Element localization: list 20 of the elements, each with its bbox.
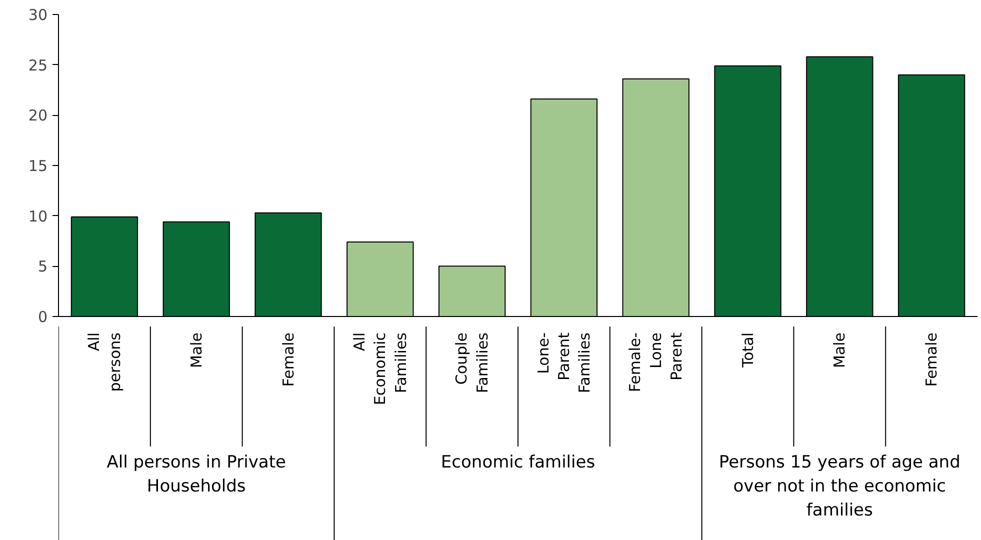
text: Economic families [440, 452, 596, 472]
x-tick-label: Couple Families [452, 332, 492, 394]
y-tick-label: 10 [28, 207, 48, 226]
x-tick-label: Male [830, 332, 849, 368]
y-tick-label: 30 [28, 6, 48, 24]
y-tick-label: 0 [38, 308, 48, 326]
y-tick-label: 5 [38, 258, 48, 276]
y-tick-label: 20 [28, 106, 48, 125]
text: All persons in Private Households [106, 452, 286, 496]
x-tick-label: Lone- Parent Families [534, 332, 594, 394]
x-tick-label: All persons [85, 332, 124, 392]
x-tick-label: All Economic Families [350, 332, 410, 406]
y-tick-label: 25 [28, 56, 48, 74]
x-tick-label: Total [738, 332, 757, 369]
x-tick-label: Female [922, 332, 941, 387]
y-tick-label: 15 [28, 157, 48, 175]
x-tick-label: Female [279, 332, 298, 387]
x-tick-label: Female- Lone Parent [626, 332, 686, 392]
text: Persons 15 years of age and over not in the economic families [718, 452, 960, 520]
x-tick-label: Male [187, 332, 206, 368]
